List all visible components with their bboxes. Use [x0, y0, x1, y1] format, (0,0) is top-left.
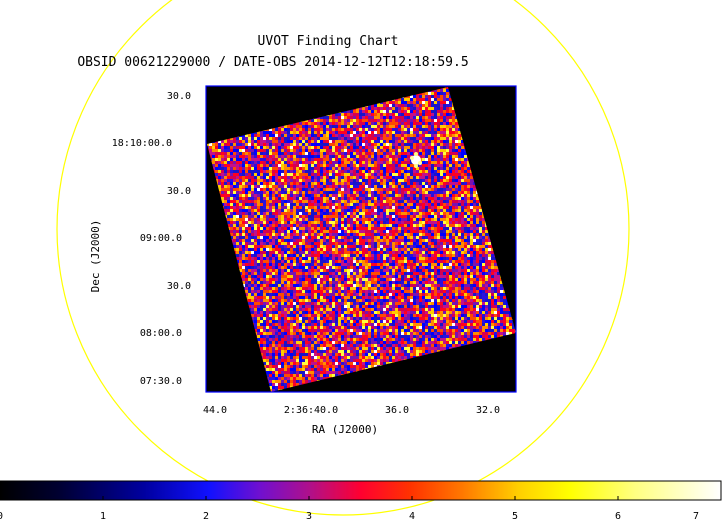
image-plot [205, 85, 517, 393]
chart-title: UVOT Finding Chart [258, 34, 399, 49]
x-axis: 44.0 2:36:40.0 36.0 32.0 RA (J2000) [203, 405, 500, 436]
x-axis-label: RA (J2000) [312, 423, 378, 436]
colorbar-tick-label: 3 [306, 511, 312, 521]
y-tick-label: 30.0 [167, 91, 191, 102]
colorbar-tick-label: 5 [512, 511, 518, 521]
y-axis-label: Dec (J2000) [89, 220, 102, 293]
colorbar-gradient [0, 480, 722, 501]
y-axis: 30.0 18:10:00.0 30.0 09:00.0 30.0 08:00.… [89, 91, 191, 387]
colorbar: 0 1 2 3 4 5 6 7 [0, 480, 722, 521]
colorbar-ticks: 0 1 2 3 4 5 6 7 [0, 496, 722, 521]
bright-source-marker [410, 152, 422, 168]
colorbar-tick-label: 4 [409, 511, 415, 521]
y-tick-label: 30.0 [167, 281, 191, 292]
colorbar-tick-label: 7 [693, 511, 699, 521]
colorbar-tick-label: 1 [100, 511, 106, 521]
colorbar-tick-label: 0 [0, 511, 3, 521]
chart-subtitle: OBSID 00621229000 / DATE-OBS 2014-12-12T… [77, 55, 468, 70]
x-tick-label: 2:36:40.0 [284, 405, 338, 416]
y-tick-label: 30.0 [167, 186, 191, 197]
y-tick-label: 18:10:00.0 [112, 138, 172, 149]
colorbar-tick-label: 2 [203, 511, 209, 521]
x-tick-label: 44.0 [203, 405, 227, 416]
x-tick-label: 36.0 [385, 405, 409, 416]
y-tick-label: 07:30.0 [140, 376, 182, 387]
image-frame [205, 85, 517, 393]
x-tick-label: 32.0 [476, 405, 500, 416]
y-tick-label: 08:00.0 [140, 328, 182, 339]
field-of-view-circle [56, 0, 630, 516]
colorbar-tick-label: 6 [615, 511, 621, 521]
y-tick-label: 09:00.0 [140, 233, 182, 244]
